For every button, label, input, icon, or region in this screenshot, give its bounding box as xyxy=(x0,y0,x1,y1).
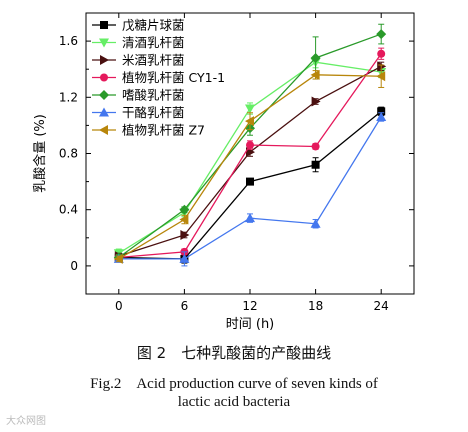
data-point xyxy=(245,213,255,223)
y-tick-label: 0.4 xyxy=(59,203,78,217)
data-point xyxy=(179,204,190,215)
data-point xyxy=(311,160,320,169)
x-tick-label: 24 xyxy=(374,299,389,313)
legend-marker xyxy=(99,90,109,100)
data-point xyxy=(311,96,321,107)
data-point xyxy=(376,111,387,121)
data-point xyxy=(180,229,190,240)
legend-label: 戊糖片球菌 xyxy=(122,18,185,33)
legend-label: 植物乳杆菌 Z7 xyxy=(122,123,205,138)
data-point xyxy=(246,141,254,150)
data-point xyxy=(377,107,386,116)
legend-marker xyxy=(99,38,109,48)
data-point xyxy=(246,177,254,186)
x-tick-label: 12 xyxy=(242,299,257,313)
figure-caption-english-line2: lactic acid bacteria xyxy=(177,394,291,410)
data-point xyxy=(179,214,189,225)
legend-marker xyxy=(100,73,108,82)
legend-label: 干酪乳杆菌 xyxy=(122,105,185,120)
data-point xyxy=(113,253,123,264)
data-point xyxy=(377,49,386,58)
y-tick-label: 1.6 xyxy=(59,34,78,48)
legend-label: 植物乳杆菌 CY1-1 xyxy=(122,70,225,85)
legend-label: 嗜酸乳杆菌 xyxy=(122,88,185,103)
y-axis-label: 乳酸含量 (%) xyxy=(32,114,48,193)
figure-caption-english-line1: Fig.2 Acid production curve of seven kin… xyxy=(90,376,378,392)
data-point xyxy=(245,104,255,114)
data-point xyxy=(311,142,320,151)
series-line xyxy=(118,116,382,260)
x-tick-label: 6 xyxy=(181,299,189,313)
y-tick-label: 0.8 xyxy=(59,147,78,161)
legend-marker xyxy=(99,107,109,117)
series-7 xyxy=(113,64,386,264)
legend-label: 清酒乳杆菌 xyxy=(122,35,185,50)
legend-marker xyxy=(100,21,108,29)
data-point xyxy=(376,71,386,82)
y-tick-label: 0 xyxy=(70,259,78,273)
legend-label: 米酒乳杆菌 xyxy=(122,53,185,68)
legend-marker xyxy=(99,125,108,135)
chart: 0 6 12 18 24 0 0.4 0.8 1.2 1.6 时间 (h) 乳酸含量 (%) 戊糖片球菌… xyxy=(32,12,415,332)
data-point xyxy=(179,253,190,263)
x-tick-label: 18 xyxy=(308,299,323,313)
x-axis-label: 时间 (h) xyxy=(226,317,275,332)
data-point xyxy=(245,116,254,127)
data-point xyxy=(310,218,321,228)
data-point xyxy=(310,69,320,80)
legend-marker xyxy=(100,55,109,65)
x-tick-label: 0 xyxy=(115,299,123,313)
figure-caption-chinese: 图 2 七种乳酸菌的产酸曲线 xyxy=(136,344,332,362)
watermark-logo: 大众网图 xyxy=(6,416,46,427)
data-point xyxy=(310,52,321,63)
data-point xyxy=(376,29,387,40)
y-tick-label: 1.2 xyxy=(59,90,78,104)
